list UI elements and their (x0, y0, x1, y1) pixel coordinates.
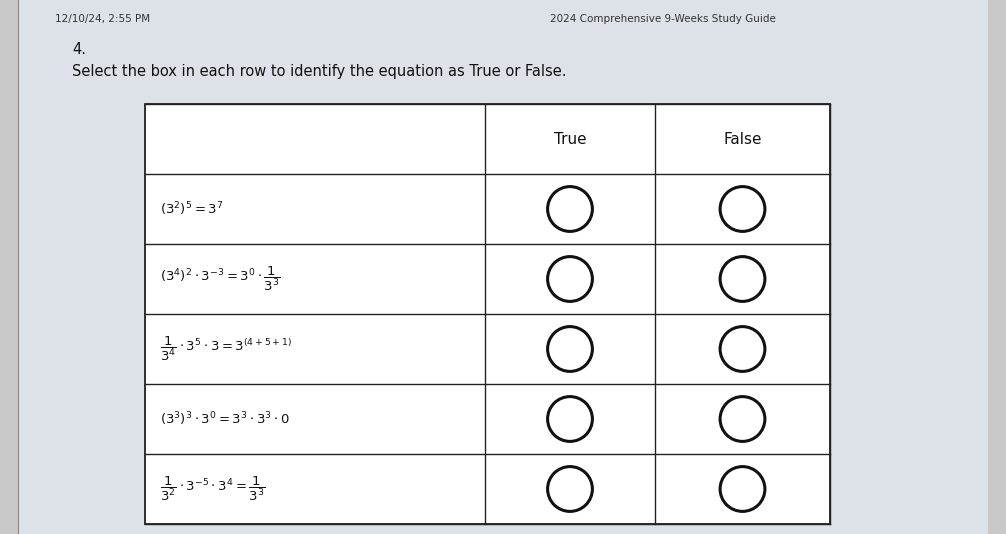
FancyBboxPatch shape (18, 0, 988, 534)
Text: Select the box in each row to identify the equation as True or False.: Select the box in each row to identify t… (72, 64, 566, 79)
Text: 4.: 4. (72, 42, 86, 57)
Text: $(3^3)^3 \cdot 3^0 = 3^3 \cdot 3^3 \cdot 0$: $(3^3)^3 \cdot 3^0 = 3^3 \cdot 3^3 \cdot… (160, 410, 290, 428)
FancyBboxPatch shape (145, 104, 830, 524)
Text: $(3^4)^2 \cdot 3^{-3} = 3^0 \cdot \dfrac{1}{3^3}$: $(3^4)^2 \cdot 3^{-3} = 3^0 \cdot \dfrac… (160, 265, 281, 293)
Text: $\dfrac{1}{3^4} \cdot 3^5 \cdot 3 = 3^{(4+5+1)}$: $\dfrac{1}{3^4} \cdot 3^5 \cdot 3 = 3^{(… (160, 335, 292, 363)
Text: 2024 Comprehensive 9-Weeks Study Guide: 2024 Comprehensive 9-Weeks Study Guide (550, 14, 776, 24)
Text: $(3^2)^5 = 3^7$: $(3^2)^5 = 3^7$ (160, 200, 223, 218)
Text: $\dfrac{1}{3^2} \cdot 3^{-5} \cdot 3^4 = \dfrac{1}{3^3}$: $\dfrac{1}{3^2} \cdot 3^{-5} \cdot 3^4 =… (160, 475, 266, 503)
Text: True: True (553, 131, 586, 146)
Text: False: False (723, 131, 762, 146)
Text: 12/10/24, 2:55 PM: 12/10/24, 2:55 PM (55, 14, 150, 24)
